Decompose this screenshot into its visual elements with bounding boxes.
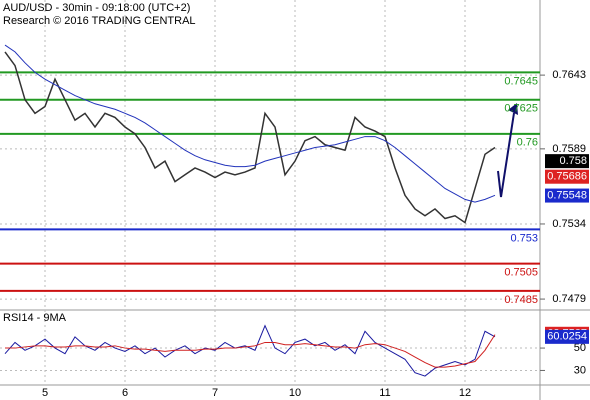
chart-subtitle: Research © 2016 TRADING CENTRAL [3,15,196,27]
price-marker-label: 0.758 [559,155,587,167]
x-tick-label: 6 [122,387,128,399]
level-label: 0.7505 [504,266,538,278]
chart-title: AUD/USD - 30min - 09:18:00 (UTC+2) [3,2,190,14]
level-label: 0.753 [510,232,538,244]
price-marker [545,169,589,184]
series-line [4,324,496,377]
x-tick-label: 5 [42,387,48,399]
y-tick-label: 30 [574,364,586,376]
projection-arrow [497,112,515,198]
price-marker [545,188,589,203]
series-line [4,44,496,203]
price-marker-label: 0.75686 [547,171,587,183]
price-marker [545,329,589,344]
x-tick-label: 7 [212,387,218,399]
series-line [5,334,496,368]
y-tick-label: 0.7589 [552,143,586,155]
level-label: 0.7645 [504,75,538,87]
x-tick-label: 10 [289,387,301,399]
plot [0,44,540,377]
price-marker-label: 60.0254 [547,331,587,343]
y-tick-label: 0.7534 [552,218,586,230]
arrow-head [508,103,518,115]
level-label: 0.7485 [504,294,538,306]
price-marker-label: 0.75548 [547,189,587,201]
series-line [4,51,496,224]
y-tick-label: 50 [574,342,586,354]
level-label: 0.7625 [504,103,538,115]
x-tick-label: 11 [379,387,390,399]
grid [0,0,540,385]
y-tick-label: 0.7479 [552,293,586,305]
x-tick-label: 12 [459,387,471,399]
level-label: 0.76 [517,137,538,149]
price-marker [545,154,589,169]
y-tick-label: 0.7643 [552,69,586,81]
rsi-title: RSI14 - 9MA [3,312,67,324]
